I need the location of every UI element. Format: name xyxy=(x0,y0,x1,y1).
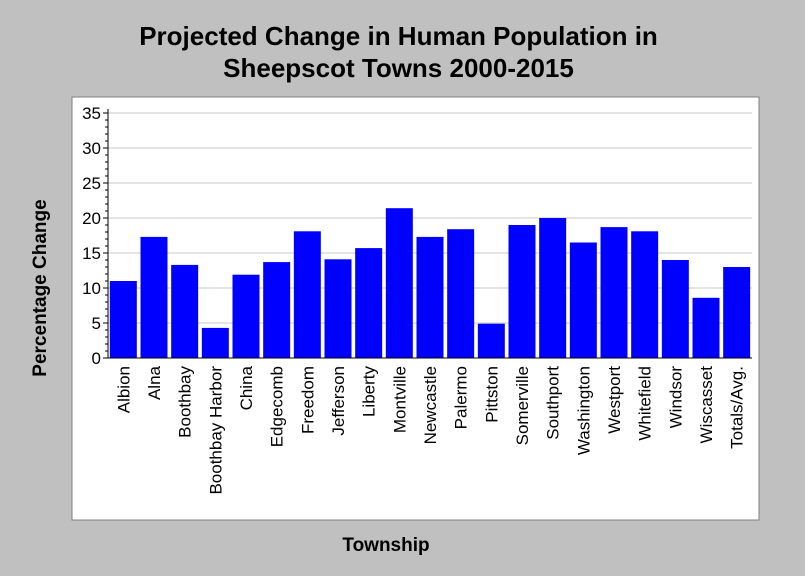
x-tick-label: Wiscasset xyxy=(697,366,716,444)
y-tick-label: 10 xyxy=(82,279,101,298)
x-tick-label: Boothbay xyxy=(176,366,195,438)
bar-jefferson xyxy=(324,259,352,358)
x-tick-label: Edgecomb xyxy=(268,366,287,447)
y-tick-label: 35 xyxy=(82,104,101,123)
chart-title: Projected Change in Human Population in … xyxy=(0,20,797,84)
x-tick-label: Liberty xyxy=(360,366,379,418)
bars xyxy=(109,208,751,358)
bar-freedom xyxy=(293,231,321,358)
x-tick-label: Freedom xyxy=(298,366,317,434)
bar-montville xyxy=(385,208,413,358)
x-tick-label: Palermo xyxy=(452,366,471,429)
bar-wiscasset xyxy=(692,297,720,358)
x-tick-label: Washington xyxy=(574,366,593,455)
bar-alna xyxy=(140,236,168,358)
chart-title-line-2: Sheepscot Towns 2000-2015 xyxy=(223,53,574,83)
y-tick-label: 20 xyxy=(82,209,101,228)
bar-boothbay-harbor xyxy=(201,327,229,358)
y-tick-label: 0 xyxy=(92,349,101,368)
bar-boothbay xyxy=(171,264,199,358)
bar-windsor xyxy=(661,260,689,358)
y-tick-label: 30 xyxy=(82,139,101,158)
y-tick-label: 25 xyxy=(82,174,101,193)
x-tick-label: Newcastle xyxy=(421,366,440,444)
bar-china xyxy=(232,274,260,358)
bar-washington xyxy=(569,242,597,358)
x-tick-label: Alna xyxy=(145,365,164,400)
bar-westport xyxy=(600,227,628,358)
y-tick-label: 15 xyxy=(82,244,101,263)
x-axis-label: Township xyxy=(342,535,430,556)
axes xyxy=(103,109,752,359)
x-tick-label: Albion xyxy=(114,366,133,413)
bar-albion xyxy=(109,281,137,358)
chart-title-line-1: Projected Change in Human Population in xyxy=(139,21,658,51)
x-tick-label: Montville xyxy=(390,366,409,433)
x-tick-label: China xyxy=(237,365,256,410)
y-axis-label: Percentage Change xyxy=(30,199,51,377)
x-tick-label: Westport xyxy=(605,366,624,434)
bar-pittston xyxy=(477,323,505,358)
bar-whitefield xyxy=(631,231,659,358)
bar-totals-avg- xyxy=(723,267,751,358)
x-tick-label: Jefferson xyxy=(329,366,348,436)
x-tick-label: Pittston xyxy=(482,366,501,423)
bar-newcastle xyxy=(416,236,444,358)
x-tick-label: Totals/Avg. xyxy=(728,366,747,449)
x-tick-label: Boothbay Harbor xyxy=(206,366,225,495)
bar-southport xyxy=(539,218,567,358)
x-tick-label: Southport xyxy=(544,366,563,440)
x-tick-label: Whitefield xyxy=(636,366,655,441)
bar-palermo xyxy=(447,229,475,358)
bar-somerville xyxy=(508,225,536,358)
x-tick-label: Somerville xyxy=(513,366,532,445)
y-tick-label: 5 xyxy=(92,314,101,333)
tick-labels: 0 5 10 15 20 25 30 35 Albion Alna Boothbay Boothbay… xyxy=(82,104,747,495)
bar-edgecomb xyxy=(263,262,291,358)
bar-liberty xyxy=(355,248,383,358)
x-tick-label: Windsor xyxy=(666,366,685,429)
